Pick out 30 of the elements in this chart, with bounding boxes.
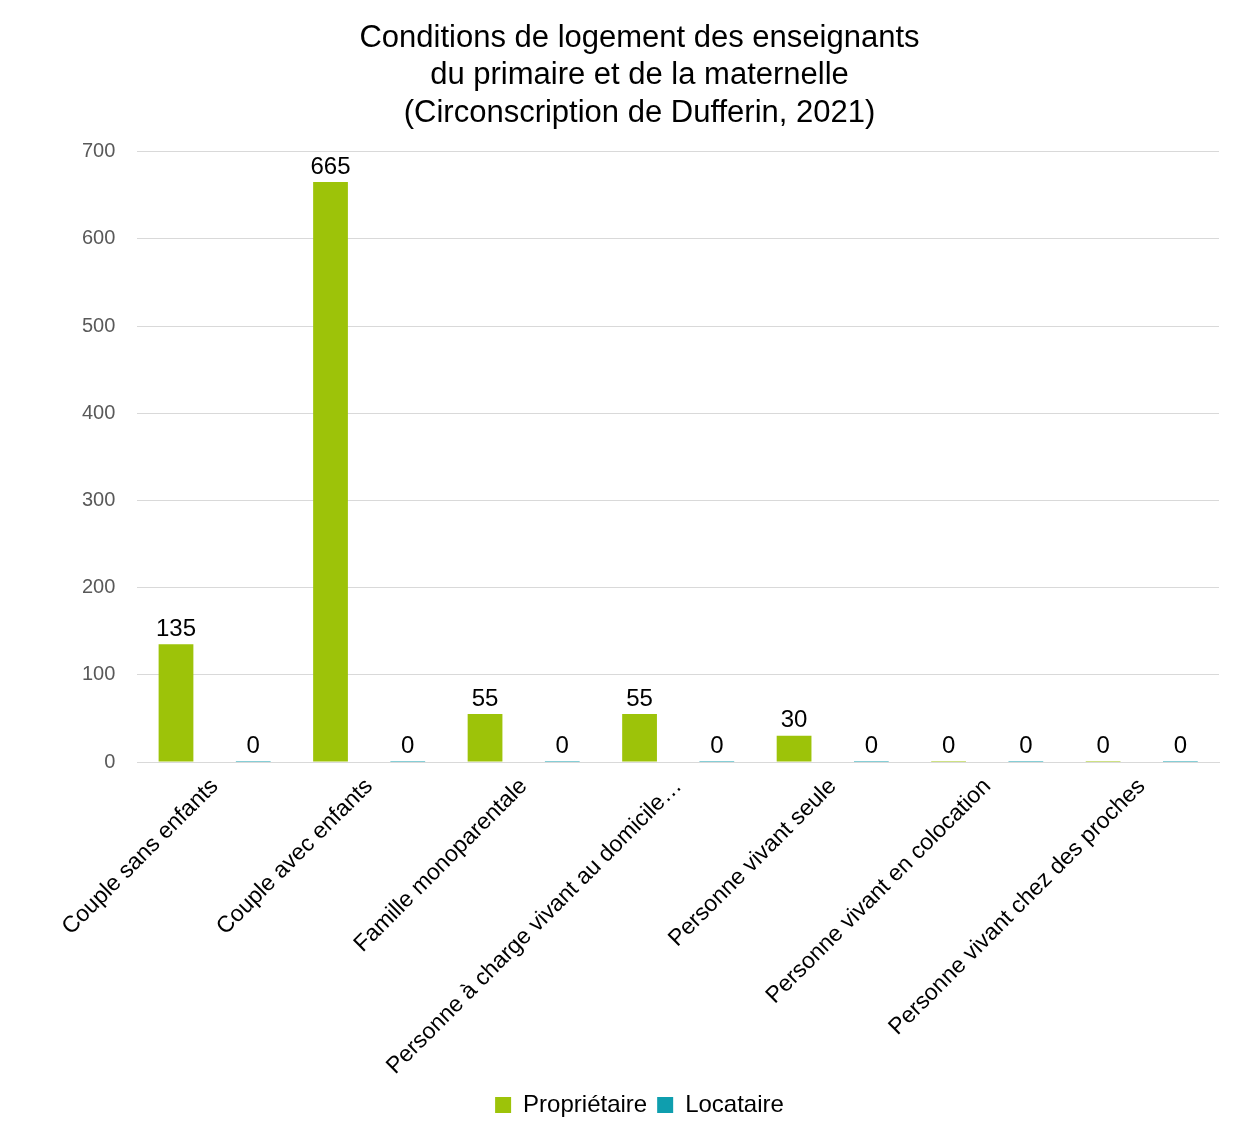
legend-label: Propriétaire — [523, 1089, 648, 1117]
data-label: 0 — [710, 730, 724, 758]
data-label: 665 — [310, 151, 351, 179]
data-label: 0 — [1019, 730, 1033, 758]
bar — [467, 714, 503, 762]
data-label: 30 — [780, 705, 808, 733]
data-label: 55 — [471, 683, 499, 711]
data-label: 0 — [864, 730, 879, 758]
data-label: 0 — [555, 730, 569, 758]
legend-label: Locataire — [685, 1089, 784, 1117]
data-label: 55 — [626, 683, 653, 711]
chart-title: Conditions de logement des enseignants du primaire et de la maternelle (Circonscription de Dufferin, 2021) — [359, 19, 920, 129]
y-tick-label: 0 — [104, 749, 116, 772]
y-tick-label: 600 — [81, 226, 116, 249]
y-tick-label: 200 — [81, 575, 116, 598]
bar — [622, 714, 657, 762]
y-tick-label: 100 — [81, 662, 116, 685]
bar — [776, 735, 812, 762]
y-tick-label: 400 — [81, 400, 116, 423]
data-label: 0 — [941, 730, 956, 758]
bar — [313, 182, 348, 762]
y-tick-label: 700 — [81, 139, 116, 162]
data-label: 0 — [1096, 730, 1110, 758]
bar — [158, 644, 194, 762]
y-tick-label: 300 — [81, 487, 116, 510]
data-label: 0 — [401, 730, 415, 758]
y-tick-label: 500 — [81, 313, 116, 336]
data-label: 0 — [1173, 730, 1188, 758]
data-label: 135 — [155, 613, 197, 641]
data-label: 0 — [246, 730, 260, 758]
